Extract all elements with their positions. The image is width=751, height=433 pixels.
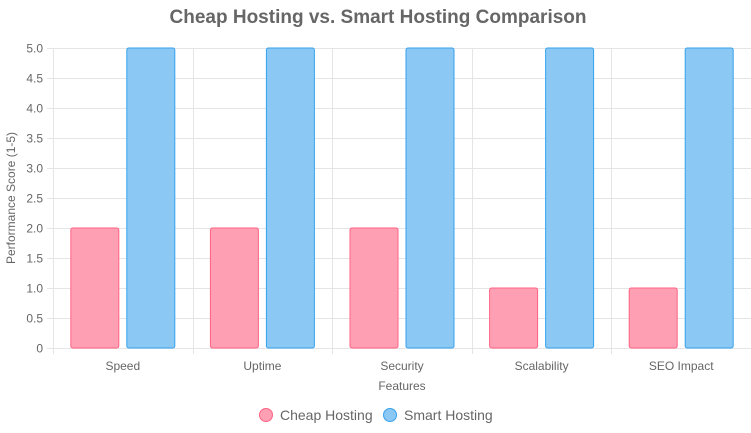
y-axis-ticks: 0 0.5 1.0 1.5 2.0 2.5 3.0 3.5 4.0 4.5 5.0 xyxy=(26,42,43,356)
legend-label: Cheap Hosting xyxy=(280,407,373,423)
y-axis-label: Performance Score (1-5) xyxy=(4,132,18,264)
y-tick-label: 5.0 xyxy=(26,42,43,56)
bar-cheap-hosting-scalability xyxy=(489,287,539,349)
chart-title: Cheap Hosting vs. Smart Hosting Comparis… xyxy=(170,7,587,28)
x-axis-ticks: Speed Uptime Security Scalability SEO Impact xyxy=(105,359,714,373)
bar-cheap-hosting-speed xyxy=(70,227,120,349)
bar-cheap-hosting-uptime xyxy=(209,227,259,349)
y-tick-label: 0 xyxy=(36,342,43,356)
x-tick-label: Scalability xyxy=(515,359,569,373)
x-tick-label: Speed xyxy=(105,359,140,373)
legend-item-smart-hosting: Smart Hosting xyxy=(383,407,493,423)
bar-smart-hosting-uptime xyxy=(265,47,315,349)
x-tick-label: SEO Impact xyxy=(649,359,714,373)
legend: Cheap Hosting Smart Hosting xyxy=(259,407,493,423)
y-tick-label: 2.5 xyxy=(26,192,43,206)
y-tick-label: 3.5 xyxy=(26,132,43,146)
y-tick-label: 4.0 xyxy=(26,102,43,116)
y-tick-label: 4.5 xyxy=(26,72,43,86)
legend-swatch-icon xyxy=(259,408,273,422)
y-tick-label: 1.0 xyxy=(26,282,43,296)
x-tick-label: Uptime xyxy=(243,359,281,373)
legend-label: Smart Hosting xyxy=(404,407,493,423)
y-tick-label: 2.0 xyxy=(26,222,43,236)
bar-smart-hosting-speed xyxy=(126,47,176,349)
y-tick-label: 1.5 xyxy=(26,252,43,266)
bar-smart-hosting-security xyxy=(405,47,455,349)
bar-smart-hosting-seo-impact xyxy=(684,47,734,349)
y-tick-label: 0.5 xyxy=(26,312,43,326)
x-tick-label: Security xyxy=(380,359,423,373)
bar-cheap-hosting-security xyxy=(349,227,399,349)
bar-smart-hosting-scalability xyxy=(545,47,595,349)
y-tick-label: 3.0 xyxy=(26,162,43,176)
x-axis-label: Features xyxy=(378,379,425,393)
bar-cheap-hosting-seo-impact xyxy=(628,287,678,349)
legend-item-cheap-hosting: Cheap Hosting xyxy=(259,407,373,423)
bars xyxy=(70,47,734,349)
legend-swatch-icon xyxy=(383,408,397,422)
